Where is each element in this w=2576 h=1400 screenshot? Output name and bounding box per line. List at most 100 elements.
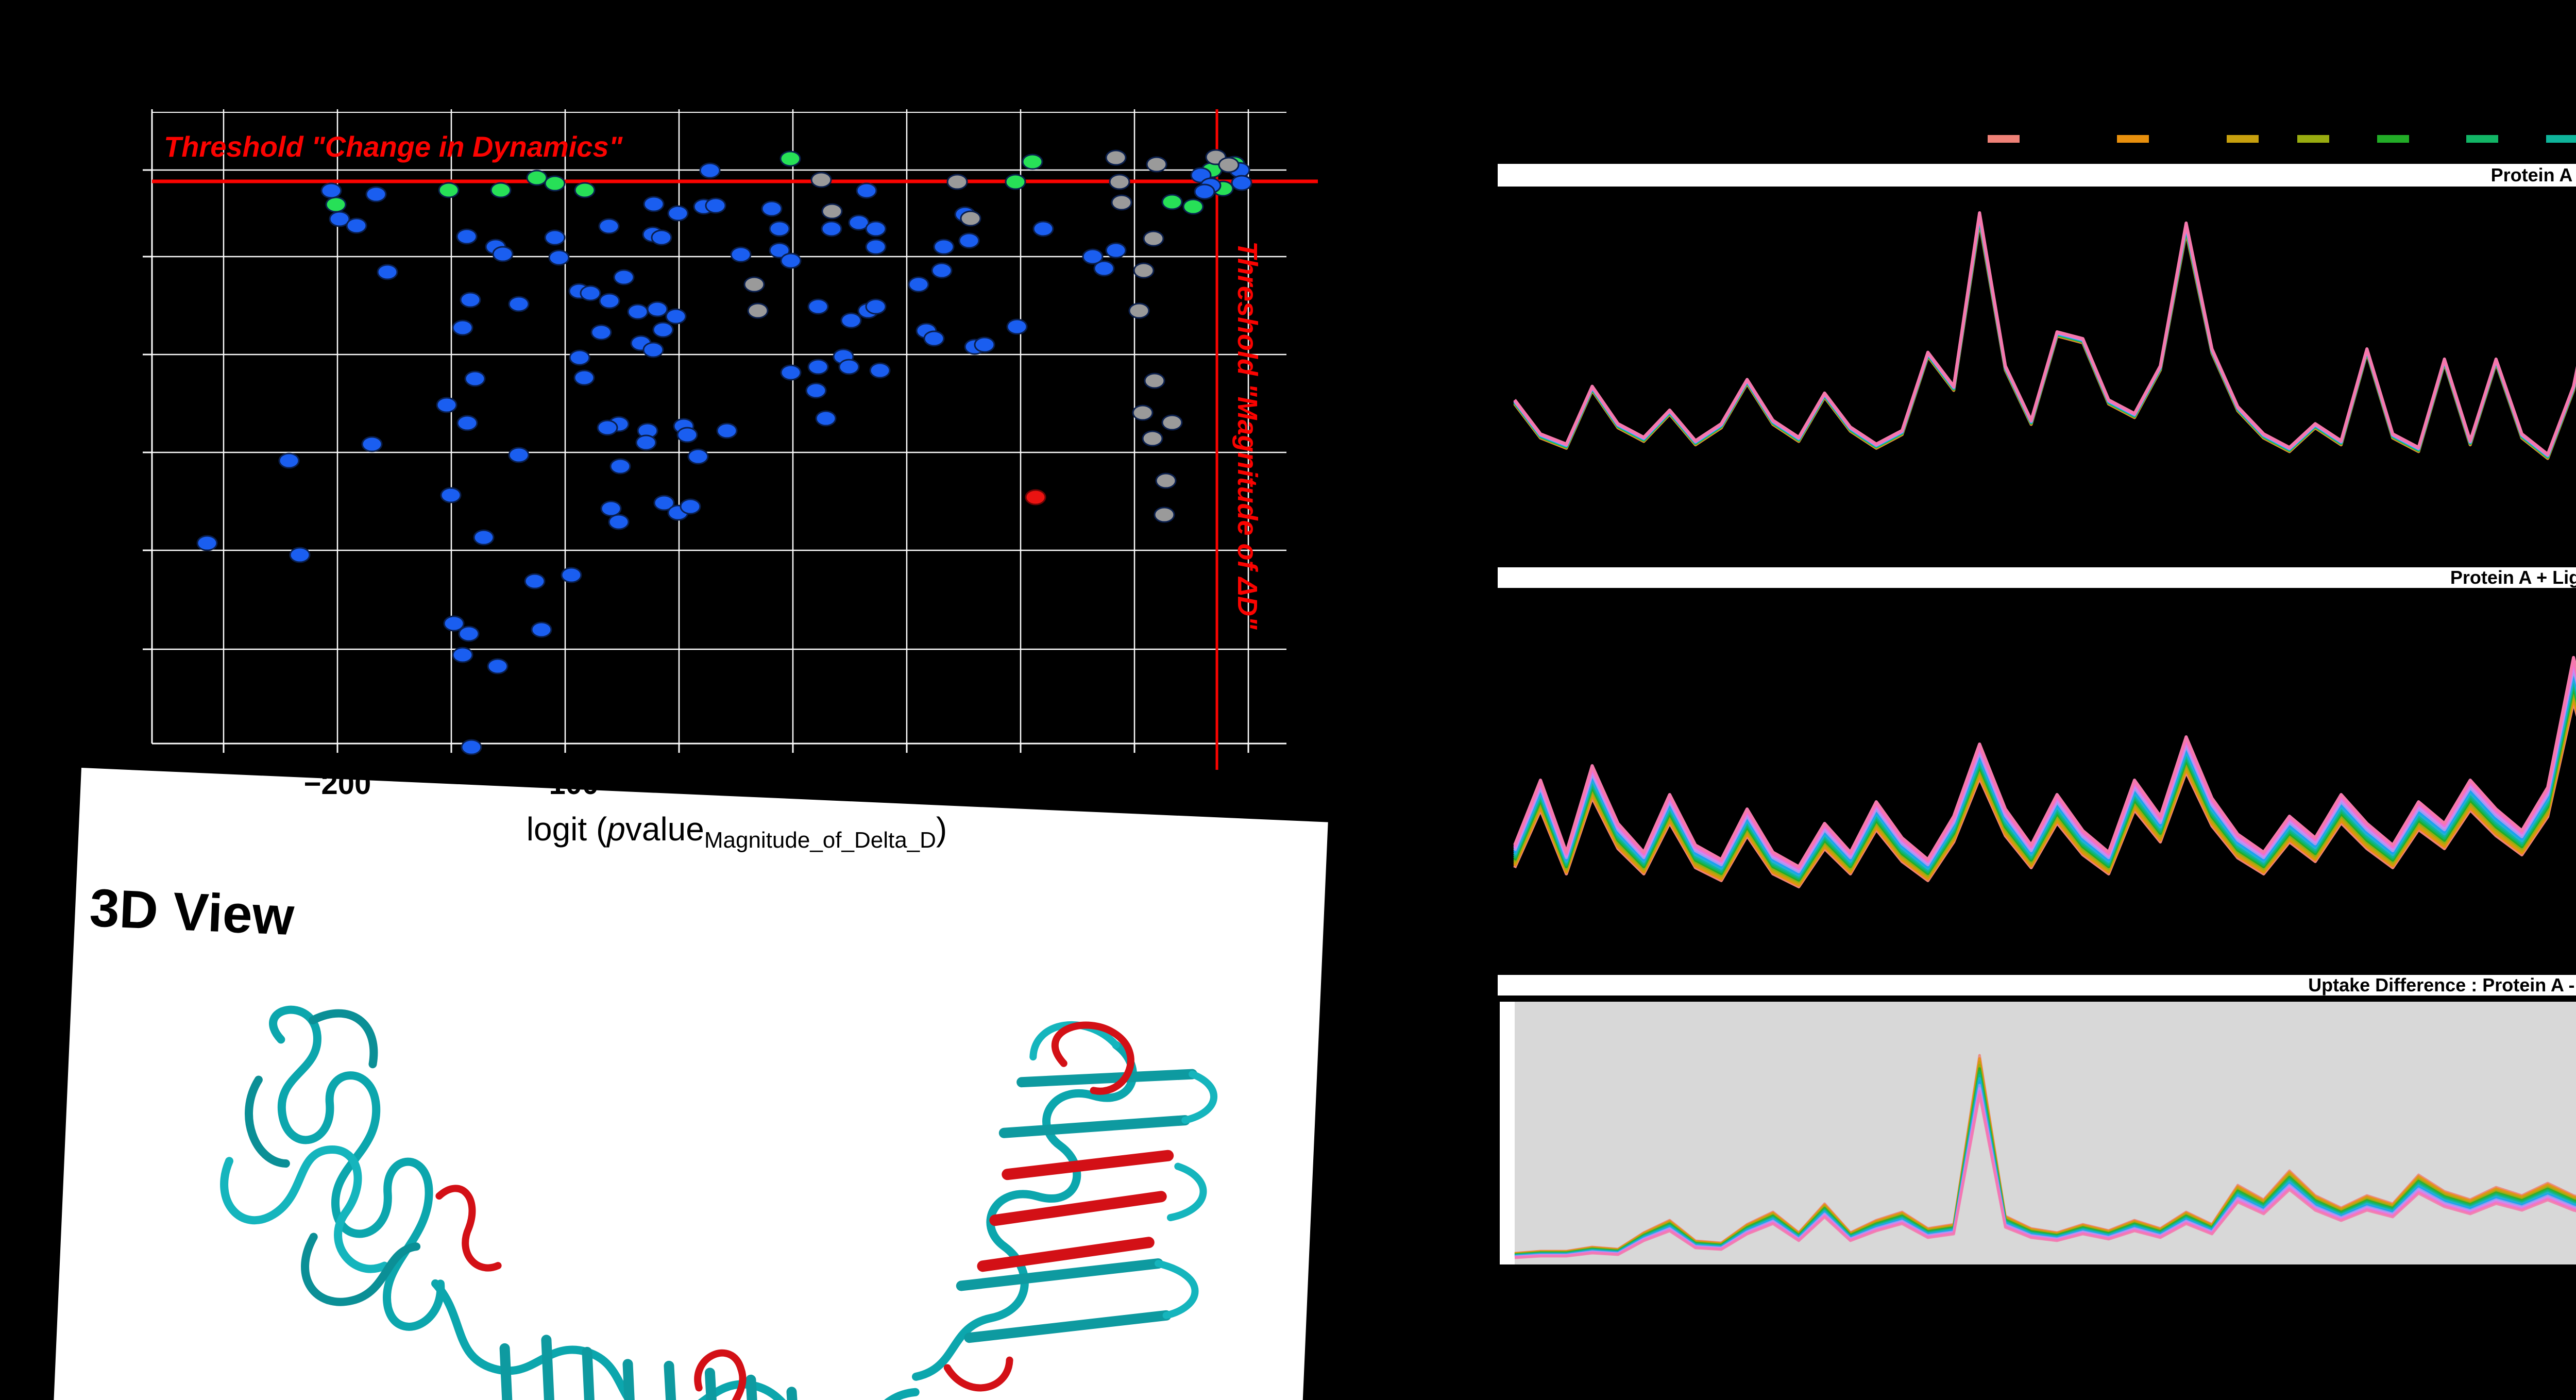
chart3-title: Uptake Difference : Protein A - (Protein… — [2308, 974, 2576, 996]
x-axis-label-main: value — [625, 811, 704, 848]
scatter-point-g — [544, 175, 566, 192]
scatter-point-y — [1132, 404, 1154, 421]
scatter-point-b — [865, 298, 887, 315]
scatter-point-b — [531, 621, 552, 638]
scatter-point-b — [443, 615, 465, 632]
scatter-point-b — [613, 269, 635, 285]
scatter-point-b — [452, 647, 473, 663]
scatter-point-b — [278, 452, 300, 469]
scatter-point-b — [933, 239, 955, 255]
scatter-point-b — [458, 626, 480, 642]
scatter-point-b — [652, 322, 674, 338]
scatter-point-b — [365, 186, 387, 203]
uptake-protein-a-ligand-series-1 — [1513, 700, 2576, 888]
legend-swatch-timepoint-4[interactable] — [2297, 135, 2329, 143]
scatter-point-b — [687, 448, 709, 465]
scatter-point-b — [1093, 260, 1115, 277]
legend-swatch-timepoint-7[interactable] — [2546, 135, 2576, 143]
x-axis-label-prefix: logit ( — [526, 811, 607, 848]
scatter-point-b — [769, 221, 790, 237]
legend-swatch-timepoint-6[interactable] — [2466, 135, 2498, 143]
scatter-point-b — [377, 264, 398, 280]
scatter-point-b — [508, 296, 530, 312]
scatter-point-y — [821, 203, 843, 220]
scatter-point-b — [548, 249, 570, 266]
scatter-point-b — [544, 229, 566, 246]
threshold-magnitude-label: Threshold "Magnitude of ΔD" — [1232, 241, 1263, 630]
uptake-protein-a-series-2 — [1513, 220, 2576, 460]
uptake-protein-a-ligand-series-2 — [1513, 696, 2576, 887]
uptake-diff-bg — [1500, 1002, 2576, 1264]
scatter-point-y — [946, 174, 968, 190]
scatter-point-b — [569, 349, 590, 366]
scatter-point-b — [464, 370, 486, 387]
scatter-point-b — [699, 162, 721, 179]
scatter-point-y — [1161, 414, 1183, 431]
x-tick-label: −100 — [531, 767, 599, 801]
scatter-point-b — [329, 211, 350, 227]
scatter-point-b — [815, 410, 837, 427]
scatter-point-b — [1006, 318, 1028, 335]
scatter-point-y — [1133, 262, 1155, 279]
scatter-point-b — [667, 205, 689, 222]
scatter-point-b — [196, 535, 218, 551]
scatter-point-b — [807, 298, 829, 315]
scatter-point-b — [821, 221, 842, 237]
scatter-point-b — [598, 218, 620, 234]
scatter-point-g — [779, 150, 801, 167]
scatter-point-b — [838, 359, 860, 375]
scatter-point-b — [780, 252, 802, 269]
scatter-point-b — [635, 434, 657, 451]
scatter-point-b — [460, 292, 481, 308]
scatter-point-b — [865, 221, 887, 237]
scatter-point-b — [647, 301, 668, 317]
uptake-difference-series-13 — [1514, 1093, 2576, 1259]
structure-3d-view-panel[interactable]: 3D View — [52, 768, 1328, 1400]
scatter-point-b — [456, 415, 478, 431]
uptake-protein-a-ligand-series-4 — [1513, 689, 2576, 884]
legend-swatch-timepoint-3[interactable] — [2227, 135, 2259, 143]
scatter-point-b — [856, 182, 877, 199]
x-tick-label: 200 — [1223, 767, 1274, 801]
scatter-point-b — [716, 423, 738, 439]
scatter-point-b — [452, 319, 473, 336]
x-tick-label: −200 — [303, 767, 371, 801]
scatter-point-b — [974, 336, 995, 353]
scatter-point-b — [436, 397, 457, 413]
scatter-point-b — [597, 419, 618, 436]
scatter-point-g — [325, 196, 347, 213]
scatter-point-b — [580, 285, 601, 301]
uptake-protein-a-ligand-series-13 — [1513, 656, 2576, 868]
scatter-point-g — [526, 170, 548, 186]
titlebar-protein-a: Protein A — [1498, 164, 2576, 187]
scatter-point-g — [1005, 174, 1026, 190]
scatter-point-b — [923, 330, 945, 347]
scatter-point-g — [1161, 194, 1183, 210]
scatter-point-b — [440, 487, 462, 503]
scatter-point-b — [651, 229, 672, 246]
scatter-point-b — [643, 196, 665, 212]
scatter-point-y — [1154, 507, 1175, 523]
scatter-point-b — [561, 567, 582, 583]
scatter-point-b — [590, 324, 612, 341]
scatter-point-b — [508, 447, 530, 463]
legend-swatch-timepoint-2[interactable] — [2117, 135, 2149, 143]
scatter-point-g — [438, 182, 460, 198]
scatter-point-g — [574, 182, 596, 198]
scatter-point-b — [780, 364, 802, 381]
scatter-point-b — [705, 197, 726, 214]
scatter-point-b — [1231, 175, 1252, 191]
chart1-title: Protein A — [2490, 164, 2573, 185]
scatter-point-b — [653, 495, 675, 511]
legend-swatch-timepoint-5[interactable] — [2377, 135, 2409, 143]
legend-swatch-timepoint-1[interactable] — [1988, 135, 2020, 143]
uptake-protein-a-series-3 — [1513, 219, 2576, 460]
protein-ribbon-structure[interactable] — [138, 941, 1268, 1400]
uptake-diff-gap — [1500, 1002, 1515, 1264]
scatter-point-b — [680, 498, 701, 515]
scatter-point-b — [642, 342, 664, 358]
scatter-point-b — [865, 239, 887, 255]
scatter-point-b — [676, 427, 698, 443]
